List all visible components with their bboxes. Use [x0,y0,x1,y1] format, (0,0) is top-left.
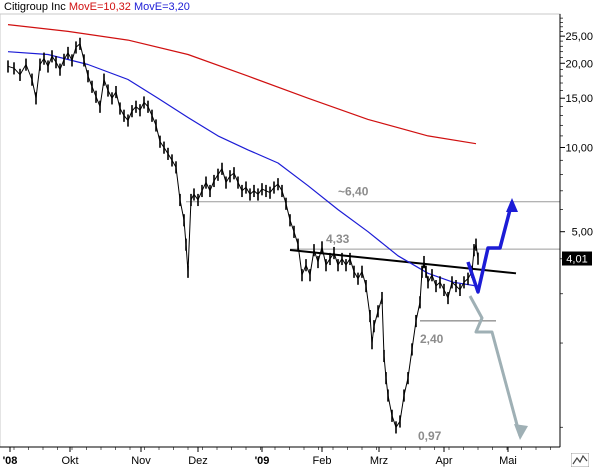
x-tick-label: Dez [188,455,208,467]
forecast-up-path [466,201,514,294]
legend-ticker: Citigroup Inc [4,1,66,13]
moving-averages-layer [7,24,477,287]
annotation-label: ~6,40 [338,185,369,199]
axes-layer: 25,00 20,00 15,00 10,00 5,00 '08 Okt Nov Dez '09 F… [0,14,593,467]
plot-frame [0,13,561,448]
forecast-down-arrowhead [514,424,528,440]
x-tick-label: '09 [255,455,270,467]
chart-legend: Citigroup Inc MovE=10,32 MovE=3,20 [4,1,190,13]
x-tick-label: Apr [435,455,452,467]
grid-layer [0,13,561,448]
level-lines-layer [186,201,560,322]
y-tick-label: 20,00 [565,58,593,70]
x-tick-label: Mrz [370,455,388,467]
y-tick-label: 15,00 [565,93,593,105]
chart-logo-icon [571,453,589,467]
y-tick-label: 10,00 [565,142,593,154]
last-price-tag-bg [562,251,592,266]
legend-ma-short: MovE=3,20 [133,1,190,13]
x-tick-label: '08 [3,455,18,467]
ma-long-line [7,24,477,145]
annotation-label: 0,97 [418,429,442,443]
y-tick-label: 5,00 [572,227,593,239]
annotations-layer: ~6,40 4,33 2,40 0,97 [326,185,444,443]
x-tick-label: Nov [131,455,151,467]
price-line [7,43,479,428]
forecast-up-arrowhead [506,198,518,212]
trend-line [289,249,517,275]
price-series-layer [7,37,479,434]
last-price-tag-label: 4,01 [566,254,587,266]
legend-ma-long: MovE=10,32 [68,1,131,13]
x-tick-label: Okt [61,455,78,467]
x-tick-label: Mai [499,455,517,467]
x-tick-label: Feb [313,455,332,467]
forecast-down-path [468,295,522,437]
ma-short-line [7,51,477,287]
forecast-arrows-layer [466,198,528,440]
y-tick-label: 25,00 [565,31,593,43]
annotation-label: 2,40 [420,332,444,346]
annotation-label: 4,33 [326,232,350,246]
